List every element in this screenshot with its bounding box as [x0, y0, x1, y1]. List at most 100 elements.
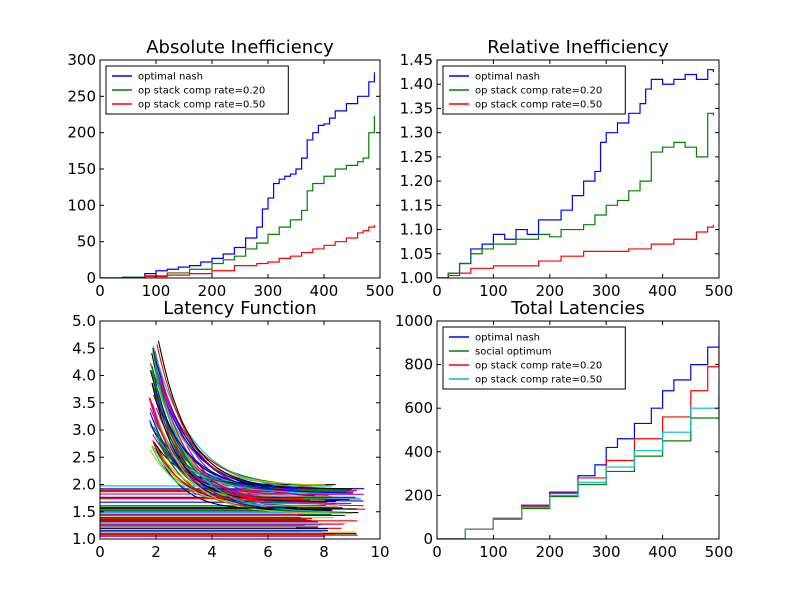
x-tick-label: 300 — [592, 543, 621, 561]
y-tick-label: 200 — [67, 124, 96, 142]
legend-box — [442, 65, 626, 115]
subplot-title: Absolute Inefficiency — [146, 37, 334, 58]
plot-area — [437, 334, 719, 539]
series-line-2 — [100, 115, 375, 278]
legend-label: op stack comp rate=0.20 — [475, 361, 602, 372]
latency-curve — [157, 403, 353, 494]
y-tick-label: 1.0 — [72, 530, 96, 548]
legend-label: op stack comp rate=0.20 — [138, 86, 265, 97]
y-tick-label: 2.0 — [72, 476, 96, 494]
plot-area — [437, 69, 714, 278]
subplot-title: Total Latencies — [510, 298, 645, 319]
legend-label: op stack comp rate=0.50 — [475, 100, 602, 111]
legend-label: op stack comp rate=0.50 — [475, 375, 602, 386]
y-tick-label: 1.45 — [400, 51, 433, 69]
x-tick-label: 0 — [95, 282, 105, 300]
x-tick-label: 100 — [479, 282, 508, 300]
y-tick-label: 2.5 — [72, 448, 96, 466]
axes-frame — [436, 59, 720, 279]
subplot-1: Absolute Inefficiency 0 100 200 300 400 500 0 50… — [67, 37, 394, 300]
x-tick-label: 200 — [535, 282, 564, 300]
subplot-title: Latency Function — [163, 298, 316, 319]
x-tick-label: 2 — [151, 543, 161, 561]
series-line-1 — [100, 72, 375, 278]
x-tick-label: 500 — [366, 282, 395, 300]
legend-label: op stack comp rate=0.50 — [138, 100, 265, 111]
x-tick-label: 500 — [705, 543, 734, 561]
legend-box — [105, 65, 289, 115]
plot-area — [100, 340, 366, 537]
y-tick-label: 0 — [423, 530, 433, 548]
x-tick-label: 6 — [263, 543, 273, 561]
latency-curve — [156, 385, 326, 486]
x-tick-label: 0 — [432, 282, 442, 300]
x-tick-label: 400 — [310, 282, 339, 300]
y-tick-label: 1.05 — [400, 245, 433, 263]
x-tick-label: 200 — [198, 282, 227, 300]
y-tick-label: 1.5 — [72, 503, 96, 521]
y-tick-label: 150 — [67, 160, 96, 178]
y-tick-label: 1.15 — [400, 196, 433, 214]
y-tick-label: 1.30 — [400, 124, 433, 142]
y-tick-label: 1.25 — [400, 148, 433, 166]
y-tick-label: 1.40 — [400, 75, 433, 93]
y-tick-label: 0 — [86, 269, 96, 287]
y-tick-label: 1.20 — [400, 172, 433, 190]
x-tick-label: 200 — [535, 543, 564, 561]
x-tick-label: 400 — [648, 282, 677, 300]
latency-curve — [158, 376, 352, 505]
series-line-4 — [437, 378, 719, 539]
subplot-3: Latency Function 0 2 4 6 8 10 1.0 1.5 2.0 2.5 3.0 3.… — [72, 298, 389, 561]
y-tick-label: 1000 — [395, 312, 433, 330]
x-tick-label: 0 — [95, 543, 105, 561]
y-tick-label: 250 — [67, 87, 96, 105]
y-tick-label: 3.5 — [72, 394, 96, 412]
x-tick-label: 100 — [142, 282, 171, 300]
legend-box — [442, 326, 626, 390]
subplot-title: Relative Inefficiency — [487, 37, 669, 58]
y-tick-label: 1.35 — [400, 99, 433, 117]
y-tick-label: 100 — [67, 196, 96, 214]
legend-label: optimal nash — [138, 72, 203, 83]
latency-curve — [155, 435, 350, 495]
y-tick-label: 200 — [404, 486, 433, 504]
legend-label: optimal nash — [475, 333, 540, 344]
series-line-3 — [100, 224, 375, 278]
y-tick-label: 1.10 — [400, 221, 433, 239]
y-tick-label: 300 — [67, 51, 96, 69]
y-tick-label: 4.5 — [72, 339, 96, 357]
legend-label: op stack comp rate=0.20 — [475, 86, 602, 97]
series-line-1 — [437, 69, 714, 278]
latency-curve — [152, 445, 338, 508]
legend-label: optimal nash — [475, 72, 540, 83]
y-tick-label: 400 — [404, 443, 433, 461]
series-line-2 — [437, 112, 714, 278]
subplot-4: Total Latencies 0 100 200 300 400 500 0 200 400 60… — [395, 298, 734, 561]
x-tick-label: 400 — [648, 543, 677, 561]
axes-frame — [99, 320, 381, 540]
axes-frame — [436, 320, 720, 540]
x-tick-label: 100 — [479, 543, 508, 561]
x-tick-label: 4 — [207, 543, 217, 561]
y-tick-label: 3.0 — [72, 421, 96, 439]
x-tick-label: 300 — [254, 282, 283, 300]
y-tick-label: 50 — [77, 233, 96, 251]
y-tick-label: 600 — [404, 399, 433, 417]
x-tick-label: 0 — [432, 543, 442, 561]
y-tick-label: 5.0 — [72, 312, 96, 330]
plot-area — [100, 72, 375, 278]
subplot-2: Relative Inefficiency 0 100 200 300 400 500 1.0… — [400, 37, 734, 300]
latency-curve — [157, 340, 353, 490]
y-tick-label: 1.00 — [400, 269, 433, 287]
x-tick-label: 500 — [705, 282, 734, 300]
x-tick-label: 10 — [370, 543, 389, 561]
x-tick-label: 300 — [592, 282, 621, 300]
legend-label: social optimum — [475, 347, 552, 358]
axes-frame — [99, 59, 381, 279]
x-tick-label: 8 — [319, 543, 329, 561]
latency-curve — [153, 426, 349, 492]
y-tick-label: 800 — [404, 356, 433, 374]
series-line-3 — [437, 224, 714, 278]
latency-curve — [153, 367, 333, 513]
